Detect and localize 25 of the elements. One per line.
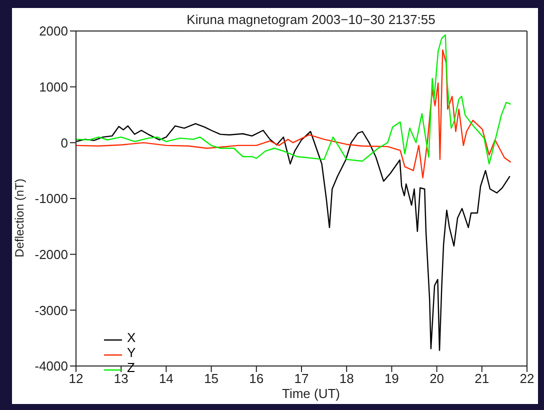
legend-label: X	[127, 330, 136, 345]
x-tick-label: 15	[204, 371, 219, 386]
x-axis-title: Time (UT)	[280, 386, 341, 401]
x-tick-label: 22	[520, 371, 534, 386]
y-tick-label: 0	[60, 135, 68, 150]
chart-title: Kiruna magnetogram 2003−10−30 2137:55	[186, 12, 436, 27]
x-tick-label: 19	[384, 371, 399, 386]
x-tick-label: 18	[339, 371, 354, 386]
y-tick-label: 1000	[39, 79, 68, 94]
x-tick-label: 17	[294, 371, 309, 386]
x-tick-label: 12	[68, 371, 84, 386]
x-tick-label: 21	[474, 371, 490, 386]
x-tick-label: 13	[114, 371, 128, 386]
y-tick-label: -3000	[34, 302, 68, 318]
line-series	[76, 34, 512, 164]
y-tick-label: 2000	[39, 24, 68, 39]
x-tick-label: 16	[249, 371, 264, 386]
y-axis-title: Deflection (nT)	[12, 178, 26, 258]
x-tick-label: 14	[158, 371, 174, 386]
legend-label: Y	[127, 345, 136, 360]
y-tick-label: -4000	[34, 358, 68, 374]
x-tick-label: 20	[430, 371, 444, 386]
line-series	[76, 49, 512, 178]
y-tick-label: -2000	[34, 246, 68, 262]
y-tick-label: -1000	[34, 191, 68, 206]
